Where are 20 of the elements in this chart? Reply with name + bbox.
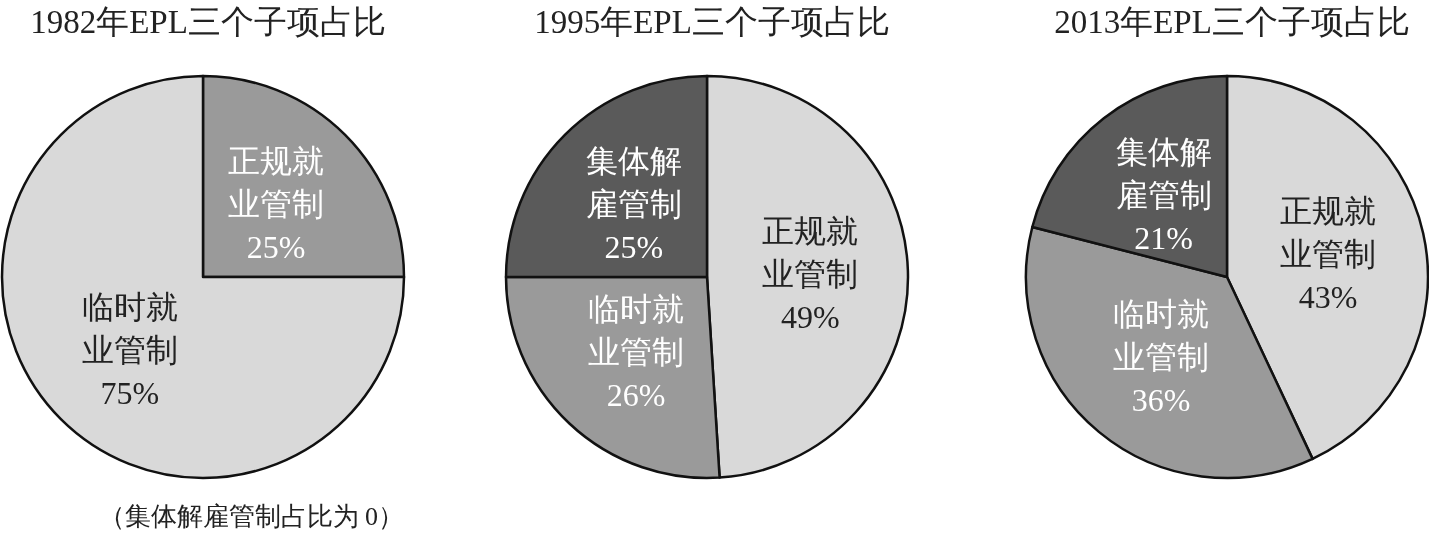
slice-label: 临时就业管制 [81, 289, 178, 369]
chart-title: 1995年EPL三个子项占比 [534, 3, 890, 40]
slice-label: 正规就业管制 [1280, 193, 1377, 273]
data-label: 75% [100, 375, 160, 412]
data-label: 49% [781, 298, 840, 335]
data-label: 26% [606, 377, 666, 414]
text: （集体解雇管制占比为 0） [98, 501, 404, 531]
slice-label: 集体解雇管制 [1115, 134, 1212, 214]
data-label: 25% [246, 228, 306, 265]
slice-label: 临时就业管制 [588, 291, 685, 371]
chart-title: 1982年EPL三个子项占比 [30, 3, 386, 40]
slice-label: 正规就业管制 [228, 142, 325, 222]
chart-title: 2013年EPL三个子项占比 [1054, 3, 1410, 40]
data-label: 36% [1131, 381, 1191, 418]
slice-label: 集体解雇管制 [585, 142, 682, 222]
slice-label: 正规就业管制 [762, 212, 859, 292]
data-label: 25% [604, 228, 664, 265]
data-label: 21% [1134, 220, 1193, 257]
data-label: 43% [1298, 279, 1358, 316]
slice-label: 临时就业管制 [1113, 295, 1210, 375]
